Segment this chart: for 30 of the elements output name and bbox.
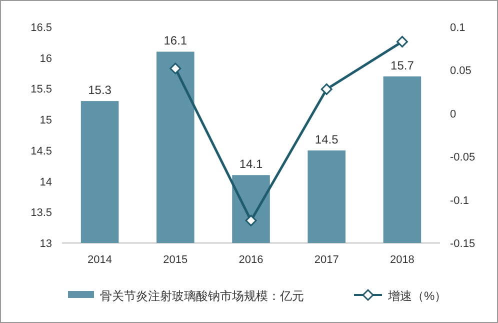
data-label: 14.1	[239, 157, 263, 172]
y-tick-label: 13.5	[30, 207, 52, 220]
x-tick-label: 2014	[88, 254, 112, 266]
y2-tick-label: 0	[450, 108, 456, 120]
y-tick-label: 16.5	[30, 22, 52, 34]
data-label: 15.7	[390, 58, 414, 72]
legend-label: 骨关节炎注射玻璃酸钠市场规模：亿元	[100, 289, 304, 303]
x-tick-label: 2018	[390, 254, 414, 266]
point	[396, 36, 408, 48]
x-tick-label: 2015	[163, 254, 188, 266]
y2-tick-label: 0.1	[450, 22, 466, 34]
data-label: 15.3	[88, 83, 112, 98]
point	[245, 214, 257, 226]
y-tick-label: 14	[40, 176, 52, 188]
point	[170, 62, 182, 74]
data-label: 16.1	[164, 34, 188, 48]
y-tick-label: 15.5	[30, 84, 52, 96]
y-tick-label: 13	[40, 238, 52, 250]
y2-tick-label: -0.15	[450, 238, 476, 250]
y2-tick-label: 0.05	[450, 65, 472, 78]
x-tick-label: 2017	[314, 254, 339, 266]
y2-tick-label: -0.05	[450, 152, 476, 164]
point	[320, 83, 332, 95]
data-label: 14.5	[314, 132, 339, 146]
y-tick-label: 14.5	[30, 145, 52, 158]
y2-tick-label: -0.1	[450, 194, 469, 207]
legend-label: 增速（%）	[387, 289, 447, 303]
x-tick-label: 2016	[238, 254, 264, 266]
y-tick-label: 15	[40, 114, 52, 127]
y-tick-label: 16	[40, 52, 52, 65]
